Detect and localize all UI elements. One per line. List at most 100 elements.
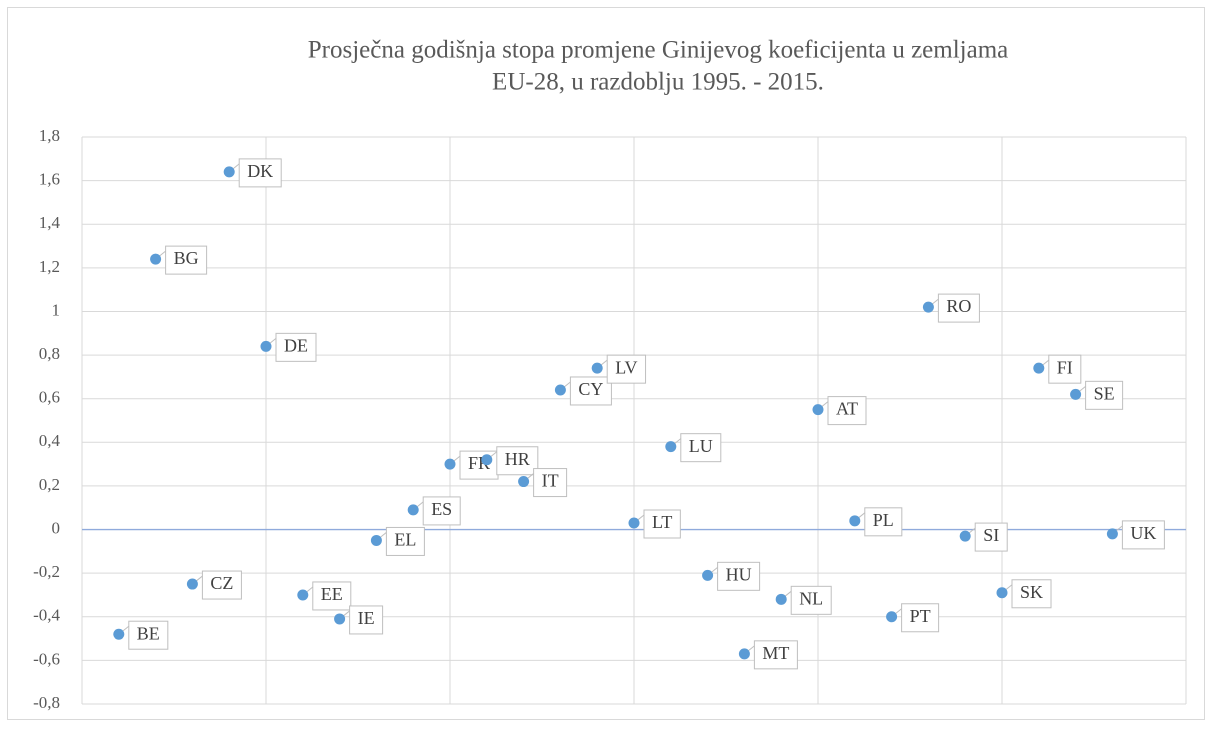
label-box — [128, 620, 169, 650]
label-box — [422, 496, 461, 526]
point-label: PT — [901, 603, 940, 633]
point — [113, 628, 125, 640]
point-label: EE — [312, 581, 352, 611]
data-label: MT — [762, 643, 789, 663]
label-box — [1085, 380, 1124, 410]
point — [1070, 388, 1082, 400]
data-label: LU — [689, 436, 713, 456]
data-label: BG — [174, 248, 199, 268]
data-label: CY — [578, 379, 603, 399]
y-tick-label: 1 — [52, 300, 61, 319]
label-box — [165, 245, 208, 275]
label-box — [275, 332, 317, 362]
y-tick-label: -0,8 — [33, 693, 60, 712]
point — [849, 515, 861, 527]
point-label: LT — [643, 509, 681, 539]
y-tick-label: 0,2 — [39, 475, 60, 494]
point — [591, 362, 603, 374]
label-box — [864, 507, 903, 537]
point-label: IT — [533, 468, 568, 498]
label-box — [201, 570, 242, 600]
point-label: HR — [496, 446, 539, 476]
point — [628, 517, 640, 529]
point-label: BG — [165, 245, 208, 275]
label-box — [901, 603, 940, 633]
point-label: NL — [790, 585, 832, 615]
label-box — [606, 354, 647, 384]
point-label: CZ — [201, 570, 242, 600]
chart-title: Prosječna godišnja stopa promjene Ginije… — [308, 37, 1009, 64]
point-label: DK — [238, 158, 282, 188]
data-label: HR — [505, 449, 530, 469]
label-box — [643, 509, 681, 539]
data-label: UK — [1130, 523, 1156, 543]
data-label: AT — [836, 399, 858, 419]
y-tick-label: 1,6 — [39, 170, 60, 189]
point-label: AT — [827, 396, 867, 426]
data-label: SE — [1094, 383, 1115, 403]
point — [738, 648, 750, 660]
point-label: RO — [937, 293, 980, 323]
data-label: LV — [615, 357, 637, 377]
point-label: LV — [606, 354, 647, 384]
data-label: ES — [431, 499, 452, 519]
y-tick-label: 1,8 — [39, 126, 60, 145]
point — [922, 301, 934, 313]
point — [1033, 362, 1045, 374]
label-box — [312, 581, 352, 611]
label-box — [1048, 354, 1082, 384]
point — [775, 593, 787, 605]
y-tick-label: 0,4 — [39, 431, 61, 450]
point — [554, 384, 566, 396]
point-label: SK — [1011, 579, 1052, 609]
point-label: CY — [569, 376, 612, 406]
data-label: CZ — [210, 573, 233, 593]
point — [812, 404, 824, 416]
data-label: HU — [726, 564, 752, 584]
data-label: SI — [983, 525, 999, 545]
y-tick-label: 1,2 — [39, 257, 60, 276]
point-label: MT — [753, 640, 798, 670]
y-tick-label: -0,2 — [33, 562, 60, 581]
point — [260, 340, 272, 352]
label-box — [349, 605, 384, 635]
point-label: BE — [128, 620, 169, 650]
point — [150, 253, 162, 265]
point-label: SE — [1085, 380, 1124, 410]
data-label: BE — [137, 623, 160, 643]
point-label: HU — [717, 561, 761, 591]
point — [702, 569, 714, 581]
point-label: LU — [680, 433, 722, 463]
data-label: IE — [358, 608, 375, 628]
label-box — [753, 640, 798, 670]
data-label: NL — [799, 588, 823, 608]
point-label: EL — [385, 526, 425, 556]
point — [665, 441, 677, 453]
y-tick-label: 1,4 — [39, 213, 61, 232]
data-label: PT — [910, 606, 931, 626]
label-box — [1121, 520, 1165, 550]
point-label: DE — [275, 332, 317, 362]
data-label: EE — [321, 584, 343, 604]
label-box — [827, 396, 867, 426]
chart-title: EU-28, u razdoblju 1995. - 2015. — [492, 69, 824, 96]
point — [407, 504, 419, 516]
point-label: SI — [974, 522, 1008, 552]
point — [959, 530, 971, 542]
data-label: DK — [247, 161, 273, 181]
point — [481, 454, 493, 466]
y-tick-label: 0,6 — [39, 388, 60, 407]
label-box — [533, 468, 568, 498]
point — [996, 587, 1008, 599]
chart-border — [7, 7, 1205, 720]
point — [518, 476, 530, 488]
data-label: LT — [652, 512, 672, 532]
point — [886, 611, 898, 623]
data-label: RO — [946, 296, 971, 316]
point — [186, 578, 198, 590]
point — [1106, 528, 1118, 540]
label-box — [717, 561, 761, 591]
data-label: FI — [1057, 357, 1073, 377]
data-label: SK — [1020, 582, 1043, 602]
